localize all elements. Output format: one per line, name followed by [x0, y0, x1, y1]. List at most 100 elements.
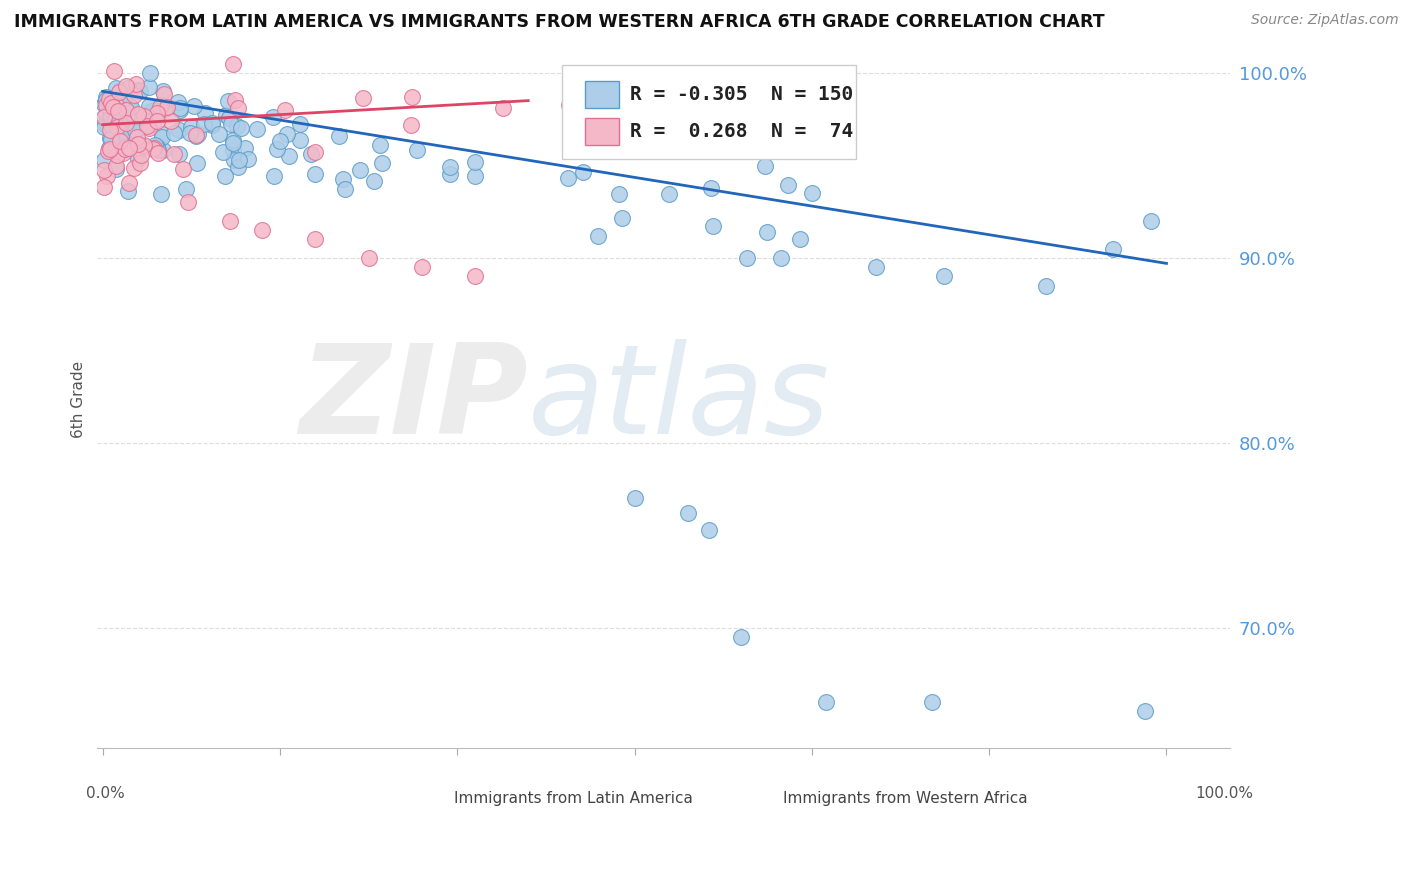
Point [276, 127, 298, 141]
Point [177, 195, 200, 210]
Point [107, 104, 129, 119]
Point [93, 120, 115, 135]
Point [118, 136, 141, 151]
Point [184, 128, 207, 142]
Point [194, 105, 217, 120]
Point [94, 90, 117, 104]
Point [439, 167, 461, 181]
Point [163, 146, 186, 161]
Point [114, 142, 136, 156]
Point [169, 101, 191, 115]
Point [97, 101, 120, 115]
Point [153, 102, 176, 116]
Point [304, 232, 326, 246]
Point [167, 122, 190, 136]
Point [224, 93, 246, 107]
Point [179, 126, 201, 140]
Point [96, 107, 118, 121]
Point [138, 99, 160, 113]
Text: Immigrants from Western Africa: Immigrants from Western Africa [783, 791, 1028, 806]
Point [676, 506, 699, 520]
Point [211, 145, 233, 160]
Point [776, 178, 799, 192]
Point [132, 137, 155, 152]
Point [800, 186, 823, 200]
Point [96, 93, 118, 107]
Point [97, 140, 120, 154]
Point [146, 102, 169, 116]
Point [129, 84, 152, 98]
Point [108, 85, 131, 99]
Point [105, 148, 128, 162]
Text: Source: ZipAtlas.com: Source: ZipAtlas.com [1251, 13, 1399, 28]
Point [208, 128, 231, 142]
Point [120, 100, 142, 114]
Point [371, 155, 394, 169]
Point [145, 140, 167, 154]
Point [658, 187, 681, 202]
Point [94, 118, 117, 132]
Point [112, 112, 135, 127]
Point [103, 105, 125, 120]
Point [352, 91, 374, 105]
Point [131, 139, 153, 153]
Point [136, 120, 159, 134]
Point [735, 251, 758, 265]
Point [104, 137, 127, 152]
Point [557, 171, 579, 186]
Y-axis label: 6th Grade: 6th Grade [72, 360, 86, 438]
Point [214, 169, 236, 184]
Point [755, 225, 778, 239]
Point [111, 126, 134, 140]
Point [278, 149, 301, 163]
Point [236, 152, 259, 166]
Point [105, 120, 128, 134]
Point [103, 63, 125, 78]
Point [700, 181, 723, 195]
Point [146, 103, 169, 118]
FancyBboxPatch shape [744, 789, 772, 811]
Point [127, 82, 149, 96]
Point [127, 136, 149, 151]
Point [97, 144, 120, 158]
Point [217, 94, 239, 108]
Point [332, 172, 354, 186]
Point [108, 117, 131, 131]
Point [233, 141, 256, 155]
Text: 0.0%: 0.0% [86, 787, 125, 801]
Point [214, 108, 236, 122]
Point [118, 141, 141, 155]
Point [93, 163, 115, 178]
Point [730, 630, 752, 644]
Point [104, 97, 127, 112]
Point [138, 121, 160, 136]
Point [865, 260, 887, 274]
Point [328, 128, 350, 143]
Point [754, 160, 776, 174]
Point [439, 160, 461, 174]
Point [108, 134, 131, 148]
Point [124, 125, 146, 139]
Point [139, 66, 162, 80]
Point [100, 110, 122, 124]
Point [141, 141, 163, 155]
Point [610, 211, 633, 225]
Point [411, 260, 433, 274]
Point [263, 169, 285, 183]
Point [110, 137, 132, 152]
Point [111, 118, 134, 132]
Point [117, 184, 139, 198]
Point [464, 169, 486, 183]
Point [201, 115, 224, 129]
Point [150, 186, 173, 201]
Point [105, 98, 128, 112]
Point [93, 110, 115, 124]
Point [94, 98, 117, 112]
Point [134, 109, 156, 123]
Point [105, 81, 128, 95]
Point [134, 112, 156, 126]
FancyBboxPatch shape [585, 119, 619, 145]
Point [222, 56, 245, 70]
Point [148, 146, 170, 161]
Point [115, 79, 138, 94]
